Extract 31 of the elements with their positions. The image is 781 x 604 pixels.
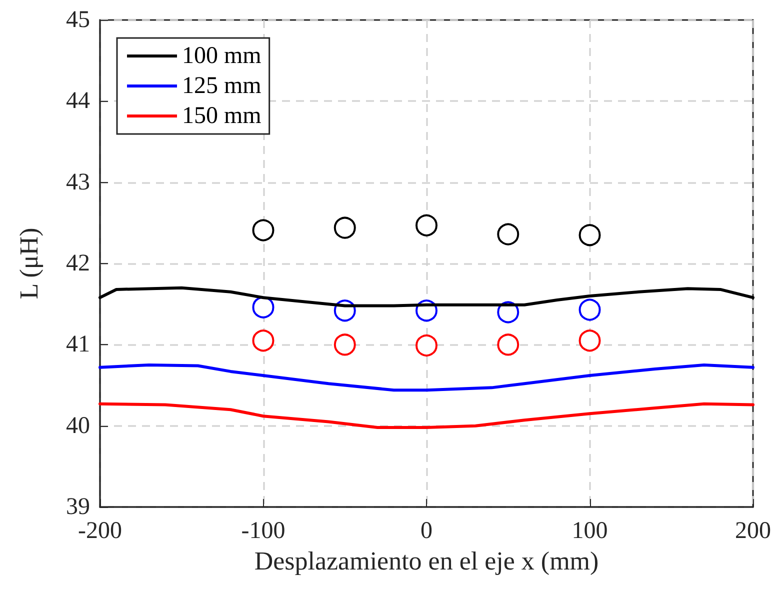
y-tick-label: 41 (66, 332, 90, 358)
point (334, 216, 356, 239)
point (578, 330, 601, 352)
point (334, 334, 356, 356)
y-tick-label: 43 (66, 169, 90, 196)
point (497, 334, 520, 356)
point (497, 223, 520, 246)
line-series (98, 363, 754, 392)
x-tick-label: 0 (420, 518, 432, 544)
y-tick-label: 45 (66, 7, 90, 33)
point (578, 224, 601, 246)
x-tick-label: -100 (241, 518, 286, 544)
x-tick-label: 100 (572, 518, 608, 544)
x-tick-label: 200 (735, 518, 771, 544)
y-tick-label: 40 (66, 412, 90, 439)
point (416, 334, 438, 356)
y-tick-label: 42 (66, 250, 90, 276)
point (578, 298, 601, 321)
point (252, 296, 274, 318)
point (416, 214, 438, 236)
point (252, 330, 274, 352)
y-tick-label: 39 (66, 494, 90, 520)
x-axis-title: Desplazamiento en el eje x (mm) (254, 546, 599, 576)
y-tick-label: 44 (66, 88, 90, 114)
legend-label: 100 mm (182, 43, 262, 69)
legend-label: 150 mm (182, 103, 262, 129)
x-tick-label: -200 (78, 518, 122, 544)
line-series (98, 402, 754, 429)
legend-label: 125 mm (182, 73, 262, 99)
point (252, 219, 274, 242)
y-axis-title: L (μH) (14, 228, 44, 300)
